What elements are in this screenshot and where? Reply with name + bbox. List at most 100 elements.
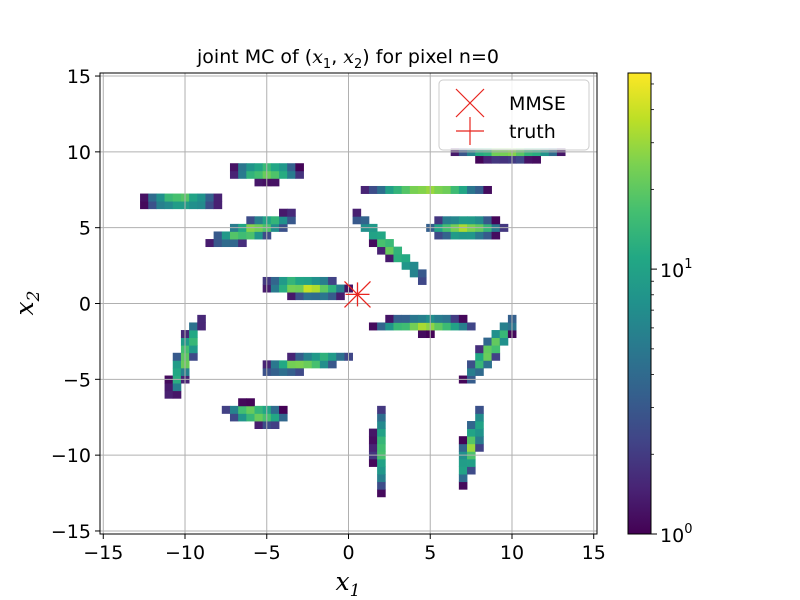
histogram-bin xyxy=(336,284,345,293)
y-tick-label: −15 xyxy=(51,521,91,543)
histogram-bin xyxy=(328,276,337,285)
histogram-bin xyxy=(393,314,403,323)
histogram-bin xyxy=(270,170,280,179)
histogram-bin xyxy=(189,352,198,361)
histogram-bin xyxy=(377,185,386,194)
histogram-bin xyxy=(287,284,296,293)
histogram-bin xyxy=(377,239,386,248)
histogram-bin xyxy=(467,367,476,376)
histogram-bin xyxy=(385,254,394,263)
colorbar-gradient xyxy=(628,73,651,534)
histogram-bin xyxy=(279,208,288,217)
histogram-bin xyxy=(279,284,288,293)
histogram-bin xyxy=(246,216,255,225)
legend-box xyxy=(438,79,590,151)
histogram-bin xyxy=(434,231,443,240)
histogram-bin xyxy=(229,239,239,248)
histogram-bin xyxy=(393,254,403,263)
histogram-bin xyxy=(377,489,386,498)
histogram-bin xyxy=(254,178,264,187)
histogram-bin xyxy=(287,292,296,301)
histogram-bin xyxy=(189,337,198,346)
histogram-bin xyxy=(336,292,345,301)
histogram-bin xyxy=(442,314,452,323)
histogram-bin xyxy=(352,208,362,217)
histogram-bin xyxy=(287,170,296,179)
histogram-bin xyxy=(483,155,492,164)
histogram-bin xyxy=(368,428,378,437)
histogram-bin xyxy=(172,390,182,399)
histogram-bin xyxy=(458,458,468,467)
histogram-bin xyxy=(287,367,296,376)
histogram-bin xyxy=(270,163,280,172)
histogram-bin xyxy=(189,330,198,339)
x-tick-label: 15 xyxy=(582,542,606,564)
histogram-bin xyxy=(197,322,206,331)
histogram-bin xyxy=(164,390,174,399)
histogram-bin xyxy=(491,155,501,164)
chart-title: joint MC of (x1, x2) for pixel n=0 xyxy=(196,46,499,72)
histogram-bin xyxy=(287,208,296,217)
legend-label-truth: truth xyxy=(509,121,556,143)
x-tick-label: 10 xyxy=(500,542,524,564)
histogram-bin xyxy=(483,216,492,225)
histogram-bin xyxy=(279,405,288,414)
histogram-bin xyxy=(213,201,223,210)
x-axis-ticks: −15 −10 −5 0 5 10 15 xyxy=(83,534,606,564)
histogram-bin xyxy=(303,352,313,361)
histogram-bin xyxy=(458,474,468,483)
histogram-bin xyxy=(319,284,329,293)
histogram-bin xyxy=(140,193,149,202)
histogram-bin xyxy=(442,216,452,225)
histogram-bin xyxy=(377,474,386,483)
histogram-bin xyxy=(368,443,378,452)
histogram-bin xyxy=(491,216,501,225)
histogram-bin xyxy=(458,185,468,194)
histogram-bin xyxy=(189,201,198,210)
histogram-bin xyxy=(172,360,182,369)
histogram-bin xyxy=(417,185,427,194)
histogram-bin xyxy=(377,466,386,475)
histogram-bin xyxy=(434,185,443,194)
histogram-bin xyxy=(270,405,280,414)
histogram-bin xyxy=(229,231,239,240)
histogram-bin xyxy=(401,185,411,194)
histogram-bin xyxy=(434,216,443,225)
histogram-bin xyxy=(393,185,403,194)
histogram-bin xyxy=(458,481,468,490)
histogram-bin xyxy=(205,193,215,202)
histogram-bin xyxy=(467,421,476,429)
histogram-bin xyxy=(475,360,484,369)
histogram-bin xyxy=(377,246,386,255)
histogram-bin xyxy=(295,163,304,172)
histogram-bin xyxy=(475,216,484,225)
histogram-bin xyxy=(295,352,304,361)
histogram-bin xyxy=(254,163,264,172)
histogram-bin xyxy=(270,178,280,187)
histogram-bin xyxy=(279,163,288,172)
histogram-bin xyxy=(368,436,378,445)
colorbar-frame xyxy=(627,72,652,535)
histogram-bin xyxy=(442,231,452,240)
histogram-bin xyxy=(254,421,264,429)
histogram-bin xyxy=(295,170,304,179)
histogram-bin xyxy=(287,276,296,285)
histogram-bin xyxy=(377,322,386,331)
histogram-bin xyxy=(377,421,386,429)
histogram-bin xyxy=(483,231,492,240)
histogram-bin xyxy=(246,405,255,414)
histogram-bin xyxy=(238,170,247,179)
histogram-bin xyxy=(499,155,509,164)
x-tick-label: 0 xyxy=(342,542,354,564)
histogram-bin xyxy=(385,322,394,331)
histogram-bin xyxy=(270,421,280,429)
histogram-bin xyxy=(467,216,476,225)
histogram-bin xyxy=(172,201,182,210)
histogram-bin xyxy=(475,231,484,240)
histogram-bin xyxy=(279,367,288,376)
histogram-bin xyxy=(319,352,329,361)
histogram-bin xyxy=(458,216,468,225)
histogram-bin xyxy=(467,458,476,467)
histogram-bin xyxy=(434,322,443,331)
histogram-bin xyxy=(311,276,321,285)
